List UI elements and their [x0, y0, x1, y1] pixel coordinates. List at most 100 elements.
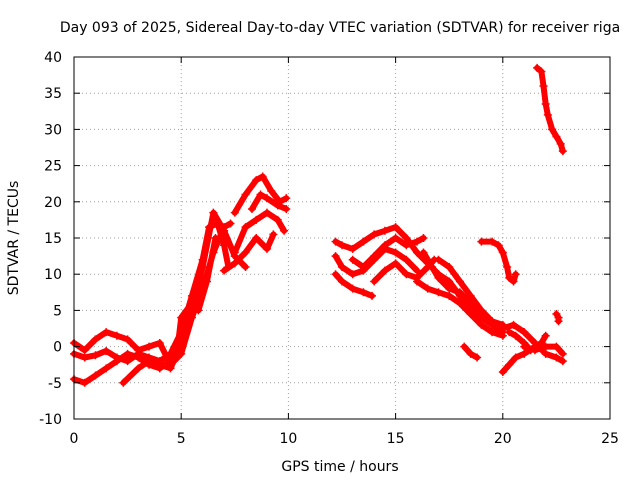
- data-point: [273, 201, 282, 210]
- data-point: [241, 190, 250, 199]
- data-point: [445, 284, 454, 293]
- data-point: [155, 360, 164, 369]
- data-point: [348, 270, 357, 279]
- data-point: [273, 215, 282, 224]
- series-line: [221, 231, 277, 274]
- data-point: [91, 351, 100, 360]
- series-track-r: [477, 237, 520, 286]
- x-axis-label: GPS time / hours: [281, 459, 398, 475]
- data-point: [434, 288, 443, 297]
- data-point: [123, 349, 132, 358]
- data-point: [80, 353, 89, 362]
- data-point: [112, 331, 121, 340]
- series-track-w: [533, 63, 567, 156]
- data-point: [391, 234, 400, 242]
- data-point: [511, 353, 520, 362]
- data-point: [380, 241, 389, 250]
- data-point: [498, 331, 507, 340]
- data-point: [477, 320, 486, 329]
- data-point: [391, 223, 400, 232]
- data-point: [226, 219, 235, 228]
- data-point: [402, 234, 411, 242]
- y-tick-label: 10: [44, 267, 62, 283]
- data-point: [209, 208, 218, 217]
- data-point: [370, 277, 379, 286]
- series-track-h: [247, 190, 291, 214]
- data-point: [413, 266, 422, 275]
- y-tick-label: 35: [44, 86, 62, 102]
- data-point: [558, 357, 567, 366]
- data-point: [359, 262, 368, 271]
- data-point: [548, 125, 557, 134]
- data-point: [445, 262, 454, 271]
- x-tick-label: 10: [279, 431, 297, 447]
- data-point: [520, 342, 529, 351]
- data-point: [220, 223, 229, 232]
- data-point: [488, 328, 497, 337]
- data-point: [230, 259, 239, 268]
- data-point: [187, 299, 196, 308]
- y-tick-label: -5: [48, 376, 62, 392]
- data-point: [102, 364, 111, 373]
- data-point: [419, 234, 428, 242]
- series-track-k: [331, 270, 377, 300]
- data-point: [370, 230, 379, 239]
- series-track-d: [119, 234, 220, 387]
- series-track-q: [460, 342, 482, 362]
- data-point: [503, 262, 512, 271]
- data-point: [558, 147, 567, 156]
- data-point: [455, 277, 464, 286]
- data-point: [402, 241, 411, 250]
- data-point: [537, 67, 546, 76]
- data-point: [269, 230, 278, 239]
- data-point: [194, 306, 203, 315]
- data-point: [258, 172, 267, 181]
- data-point: [112, 357, 121, 366]
- data-point: [91, 371, 100, 380]
- data-point: [473, 353, 482, 362]
- data-point: [348, 255, 357, 264]
- data-point: [445, 277, 454, 286]
- data-point: [541, 100, 550, 109]
- data-point: [541, 331, 550, 340]
- data-point: [511, 270, 520, 279]
- data-point: [434, 273, 443, 282]
- y-tick-label: 40: [44, 50, 62, 66]
- data-point: [488, 237, 497, 246]
- data-point: [511, 331, 520, 340]
- data-point: [460, 342, 469, 351]
- data-point: [539, 81, 548, 90]
- data-point: [123, 335, 132, 344]
- series-track-n: [413, 277, 507, 340]
- x-tick-label: 15: [387, 431, 405, 447]
- data-point: [134, 353, 143, 362]
- data-point: [145, 357, 154, 366]
- data-point: [552, 342, 561, 351]
- data-point: [80, 346, 89, 355]
- data-point: [434, 255, 443, 264]
- data-point: [402, 270, 411, 279]
- data-point: [348, 244, 357, 253]
- series-line: [534, 64, 566, 155]
- data-point: [177, 313, 186, 322]
- data-point: [220, 266, 229, 275]
- data-point: [530, 346, 539, 355]
- data-point: [267, 186, 276, 195]
- data-point: [554, 317, 563, 326]
- data-point: [413, 277, 422, 286]
- data-point: [91, 335, 100, 344]
- data-point: [423, 284, 432, 293]
- data-point: [477, 237, 486, 246]
- data-point: [134, 364, 143, 373]
- data-point: [230, 248, 239, 257]
- data-point: [359, 237, 368, 246]
- data-point: [498, 367, 507, 376]
- data-point: [558, 349, 567, 358]
- data-point: [230, 208, 239, 217]
- series-track-u: [520, 342, 567, 358]
- data-point: [338, 262, 346, 271]
- data-point: [494, 241, 503, 250]
- y-axis-label: SDTVAR / TECUs: [6, 181, 22, 296]
- y-tick-label: 25: [44, 159, 62, 175]
- data-point: [262, 244, 271, 253]
